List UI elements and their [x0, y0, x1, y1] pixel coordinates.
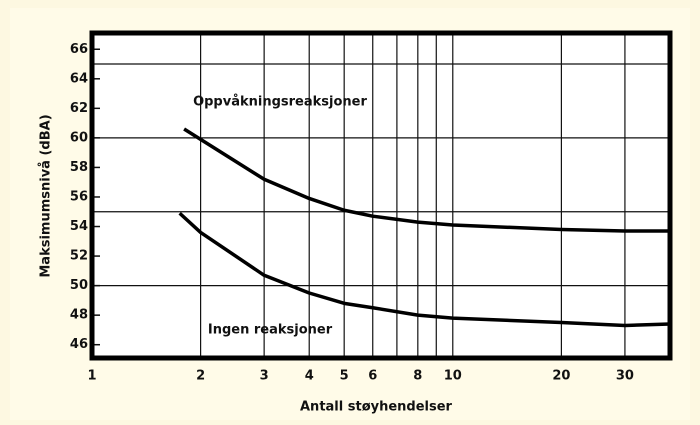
y-tick-label: 50 — [70, 278, 88, 293]
x-tick-label: 30 — [616, 369, 634, 384]
y-tick-label: 54 — [70, 219, 88, 234]
x-tick-label: 8 — [413, 369, 422, 384]
x-tick-label: 10 — [444, 369, 462, 384]
x-tick-label: 6 — [368, 369, 377, 384]
x-tick-label: 20 — [552, 369, 570, 384]
x-tick-label: 1 — [87, 369, 96, 384]
line-series — [178, 211, 671, 328]
x-tick-label: 2 — [196, 369, 205, 384]
y-tick-label: 64 — [70, 71, 88, 86]
y-tick-label: 66 — [70, 42, 88, 57]
series-label: Ingen reaksjoner — [208, 323, 333, 338]
y-tick-label: 62 — [70, 101, 88, 116]
y-tick-label: 60 — [70, 130, 88, 145]
series-label: Oppvåkningsreaksjoner — [193, 95, 367, 110]
y-tick-label: 48 — [70, 308, 88, 323]
x-tick-label: 3 — [260, 369, 269, 384]
x-tick-label: 4 — [305, 369, 314, 384]
y-tick-label: 58 — [70, 160, 88, 175]
y-tick-label: 52 — [70, 249, 88, 264]
plot-area — [92, 33, 670, 358]
y-tick-label: 46 — [70, 337, 88, 352]
plot-border — [89, 30, 673, 361]
y-axis-label: Maksimumsnivå (dBA) — [39, 114, 54, 277]
line-series — [183, 127, 670, 233]
x-tick-label: 5 — [340, 369, 349, 384]
x-axis-label: Antall støyhendelser — [300, 400, 453, 415]
y-tick-label: 56 — [70, 189, 88, 204]
